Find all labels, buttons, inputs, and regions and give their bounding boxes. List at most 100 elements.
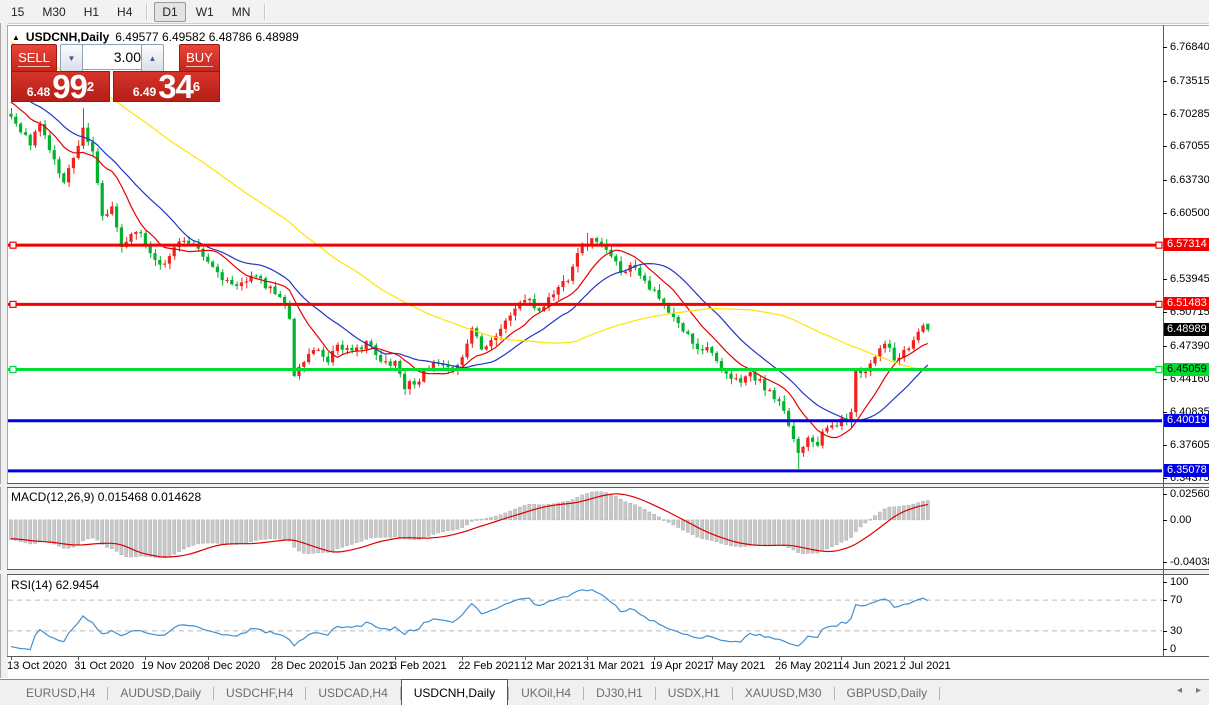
candle bbox=[724, 370, 728, 374]
price-tick-label: 6.73515 bbox=[1170, 74, 1209, 87]
chart-tab-usdchf[interactable]: USDCHF,H4 bbox=[226, 686, 294, 700]
macd-histogram-bar bbox=[743, 519, 748, 547]
candle bbox=[484, 346, 488, 350]
hline-handle[interactable] bbox=[9, 241, 17, 249]
price-tick-label: 6.70285 bbox=[1170, 107, 1209, 120]
chart-tab-usdcnh[interactable]: USDCNH,Daily bbox=[400, 679, 509, 705]
candle bbox=[455, 365, 459, 371]
timeframe-button-w1[interactable]: W1 bbox=[195, 4, 214, 19]
timeframe-button-mn[interactable]: MN bbox=[231, 4, 251, 19]
sell-price-sup: 2 bbox=[86, 79, 95, 94]
chart-tab-audusd[interactable]: AUDUSD,Daily bbox=[120, 686, 202, 700]
candle bbox=[662, 298, 666, 305]
macd-histogram-bar bbox=[129, 519, 133, 558]
rsi-pane-top-border bbox=[7, 574, 1209, 575]
chart-tab-ukoil[interactable]: UKOil,H4 bbox=[521, 686, 572, 700]
toolbar-separator bbox=[264, 3, 267, 20]
macd-histogram-bar bbox=[503, 512, 508, 521]
candle bbox=[753, 372, 757, 381]
date-tick-label: 19 Apr 2021 bbox=[650, 660, 710, 672]
timeframe-button-h1[interactable]: H1 bbox=[83, 4, 100, 19]
tab-scroll-left-icon[interactable]: ◂ bbox=[1176, 685, 1182, 696]
macd-histogram-bar bbox=[28, 519, 33, 545]
macd-histogram-bar bbox=[767, 519, 772, 545]
candle bbox=[201, 248, 205, 257]
timeframe-button-h4[interactable]: H4 bbox=[117, 4, 133, 19]
timeframe-button-m30[interactable]: M30 bbox=[42, 4, 66, 19]
candle bbox=[182, 240, 186, 242]
hline-handle[interactable] bbox=[1155, 365, 1163, 374]
candle bbox=[460, 357, 464, 366]
chart-tab-usdx[interactable]: USDX,H1 bbox=[667, 686, 720, 700]
macd-signal-line bbox=[10, 493, 928, 558]
macd-histogram-bar bbox=[143, 519, 148, 557]
timeframe-button-d1[interactable]: D1 bbox=[154, 1, 186, 22]
macd-histogram-bar bbox=[138, 519, 143, 557]
candle bbox=[119, 227, 123, 247]
candle bbox=[470, 328, 474, 344]
hline-handle[interactable] bbox=[1155, 300, 1163, 308]
candle bbox=[623, 271, 627, 273]
candle bbox=[187, 240, 191, 244]
hline-handle[interactable] bbox=[9, 300, 17, 308]
candle bbox=[758, 379, 762, 381]
tab-scroll-right-icon[interactable]: ▸ bbox=[1195, 685, 1201, 696]
ma-line-60 bbox=[10, 41, 928, 372]
rsi-line bbox=[10, 589, 929, 651]
candle bbox=[691, 333, 695, 344]
candle bbox=[52, 150, 56, 160]
macd-histogram-bar bbox=[33, 519, 37, 544]
collapse-triangle-icon[interactable]: ▲ bbox=[12, 32, 20, 42]
timeframe-button-15[interactable]: 15 bbox=[11, 4, 25, 19]
candle bbox=[499, 328, 503, 336]
sell-button[interactable]: SELL bbox=[11, 44, 57, 72]
candle bbox=[235, 284, 239, 286]
pane-gap-1 bbox=[0, 484, 1209, 487]
chart-tab-eurusd[interactable]: EURUSD,H4 bbox=[26, 686, 96, 700]
macd-histogram-bar bbox=[556, 502, 561, 521]
rsi-tick-label: 70 bbox=[1170, 594, 1183, 607]
macd-histogram-bar bbox=[561, 501, 565, 521]
macd-histogram-bar bbox=[220, 519, 225, 545]
candle bbox=[292, 318, 296, 376]
price-tick-mark bbox=[1163, 146, 1167, 148]
date-tick-label: 12 Mar 2021 bbox=[520, 660, 583, 672]
macd-histogram-bar bbox=[61, 519, 66, 549]
macd-histogram-bar bbox=[81, 519, 85, 542]
date-tick-mark bbox=[462, 656, 464, 660]
candle bbox=[345, 347, 349, 350]
candle bbox=[67, 168, 71, 183]
chart-tab-xauusd[interactable]: XAUUSD,M30 bbox=[744, 686, 822, 700]
macd-histogram-bar bbox=[892, 506, 897, 521]
candle bbox=[311, 350, 315, 354]
candle bbox=[407, 381, 411, 390]
price-tick-mark bbox=[1163, 212, 1167, 214]
candle bbox=[863, 371, 867, 374]
macd-histogram-bar bbox=[239, 519, 244, 545]
price-tick-label: 6.60500 bbox=[1170, 206, 1209, 219]
macd-histogram-bar bbox=[426, 519, 431, 537]
chart-tab-gbpusd[interactable]: GBPUSD,Daily bbox=[846, 686, 928, 700]
candle bbox=[734, 378, 738, 380]
candle bbox=[494, 335, 498, 341]
macd-histogram-bar bbox=[441, 519, 445, 532]
macd-histogram-bar bbox=[575, 497, 580, 521]
buy-price-box[interactable]: 6.49 34 6 bbox=[113, 70, 220, 103]
volume-input[interactable]: 3.00 bbox=[82, 44, 148, 70]
hline-handle[interactable] bbox=[1155, 241, 1163, 249]
sell-price-box[interactable]: 6.48 99 2 bbox=[11, 70, 110, 103]
candle bbox=[806, 437, 810, 448]
chart-tab-usdcad[interactable]: USDCAD,H4 bbox=[318, 686, 388, 700]
candle bbox=[859, 369, 863, 374]
candle bbox=[259, 276, 263, 279]
candle bbox=[676, 316, 680, 324]
price-tick-mark bbox=[1163, 412, 1167, 414]
candle bbox=[9, 113, 13, 117]
chart-tab-dj30[interactable]: DJ30,H1 bbox=[596, 686, 643, 700]
macd-histogram-bar bbox=[186, 519, 191, 548]
hline-handle[interactable] bbox=[9, 365, 17, 374]
macd-histogram-bar bbox=[858, 519, 863, 528]
macd-histogram-bar bbox=[714, 519, 719, 542]
candle bbox=[508, 315, 512, 321]
